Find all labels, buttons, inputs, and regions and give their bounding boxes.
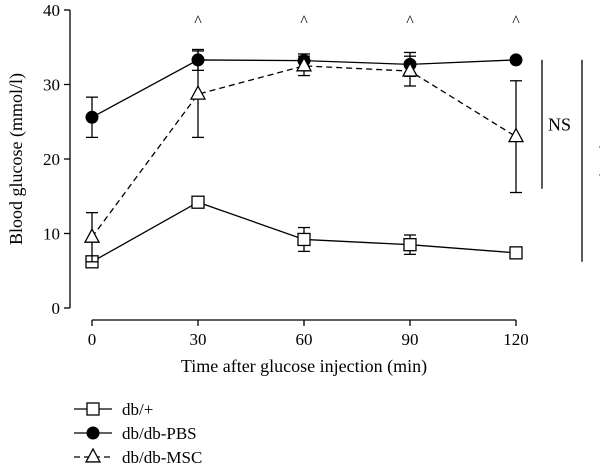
- data-point: [191, 195, 205, 209]
- x-tick-label: 60: [296, 330, 313, 349]
- series-layer: [83, 48, 525, 269]
- x-tick-label: 30: [190, 330, 207, 349]
- x-tick-label: 120: [503, 330, 529, 349]
- significance-caret: ^: [194, 13, 202, 30]
- legend-label: db/db-MSC: [122, 448, 202, 467]
- y-tick-label: 30: [43, 76, 60, 95]
- data-point: [507, 127, 525, 143]
- y-tick-label: 20: [43, 150, 60, 169]
- legend-label: db/+: [122, 400, 153, 419]
- significance-caret: ^: [300, 13, 308, 30]
- series-2: [83, 50, 525, 263]
- y-axis-title: Blood glucose (mmol/l): [6, 73, 27, 245]
- data-point: [83, 227, 101, 243]
- annotations: ^ ^ ^ ^ NS * *: [194, 13, 600, 262]
- x-axis-title: Time after glucose injection (min): [181, 356, 427, 377]
- data-point: [295, 56, 313, 72]
- legend-item-2: db/db-MSC: [74, 447, 202, 467]
- data-point: [509, 53, 523, 67]
- significance-caret: ^: [406, 13, 414, 30]
- star-label: *: [590, 142, 600, 151]
- series-0: [85, 195, 523, 269]
- data-point: [189, 84, 207, 100]
- legend-marker: [86, 426, 100, 440]
- data-point: [401, 61, 419, 77]
- legend-item-0: db/+: [74, 400, 153, 419]
- significance-caret: ^: [512, 13, 520, 30]
- data-point: [85, 110, 99, 124]
- y-tick-label: 40: [43, 1, 60, 20]
- y-tick-label: 0: [52, 299, 61, 318]
- legend-label: db/db-PBS: [122, 424, 197, 443]
- legend-item-1: db/db-PBS: [74, 424, 197, 443]
- axes: 0 10 20 30 40 0 30 60 90 120 Time after glucose in…: [6, 1, 529, 377]
- star-label: *: [590, 170, 600, 179]
- data-point: [403, 238, 417, 252]
- legend-marker: [84, 447, 102, 463]
- x-tick-label: 90: [402, 330, 419, 349]
- series-line: [91, 65, 517, 238]
- legend: db/+ db/db-PBS db/db-MSC: [74, 400, 202, 467]
- y-tick-label: 10: [43, 225, 60, 244]
- data-point: [297, 232, 311, 247]
- x-tick-label: 0: [88, 330, 97, 349]
- data-point: [509, 246, 523, 260]
- ns-label: NS: [548, 114, 571, 134]
- legend-marker: [86, 402, 100, 416]
